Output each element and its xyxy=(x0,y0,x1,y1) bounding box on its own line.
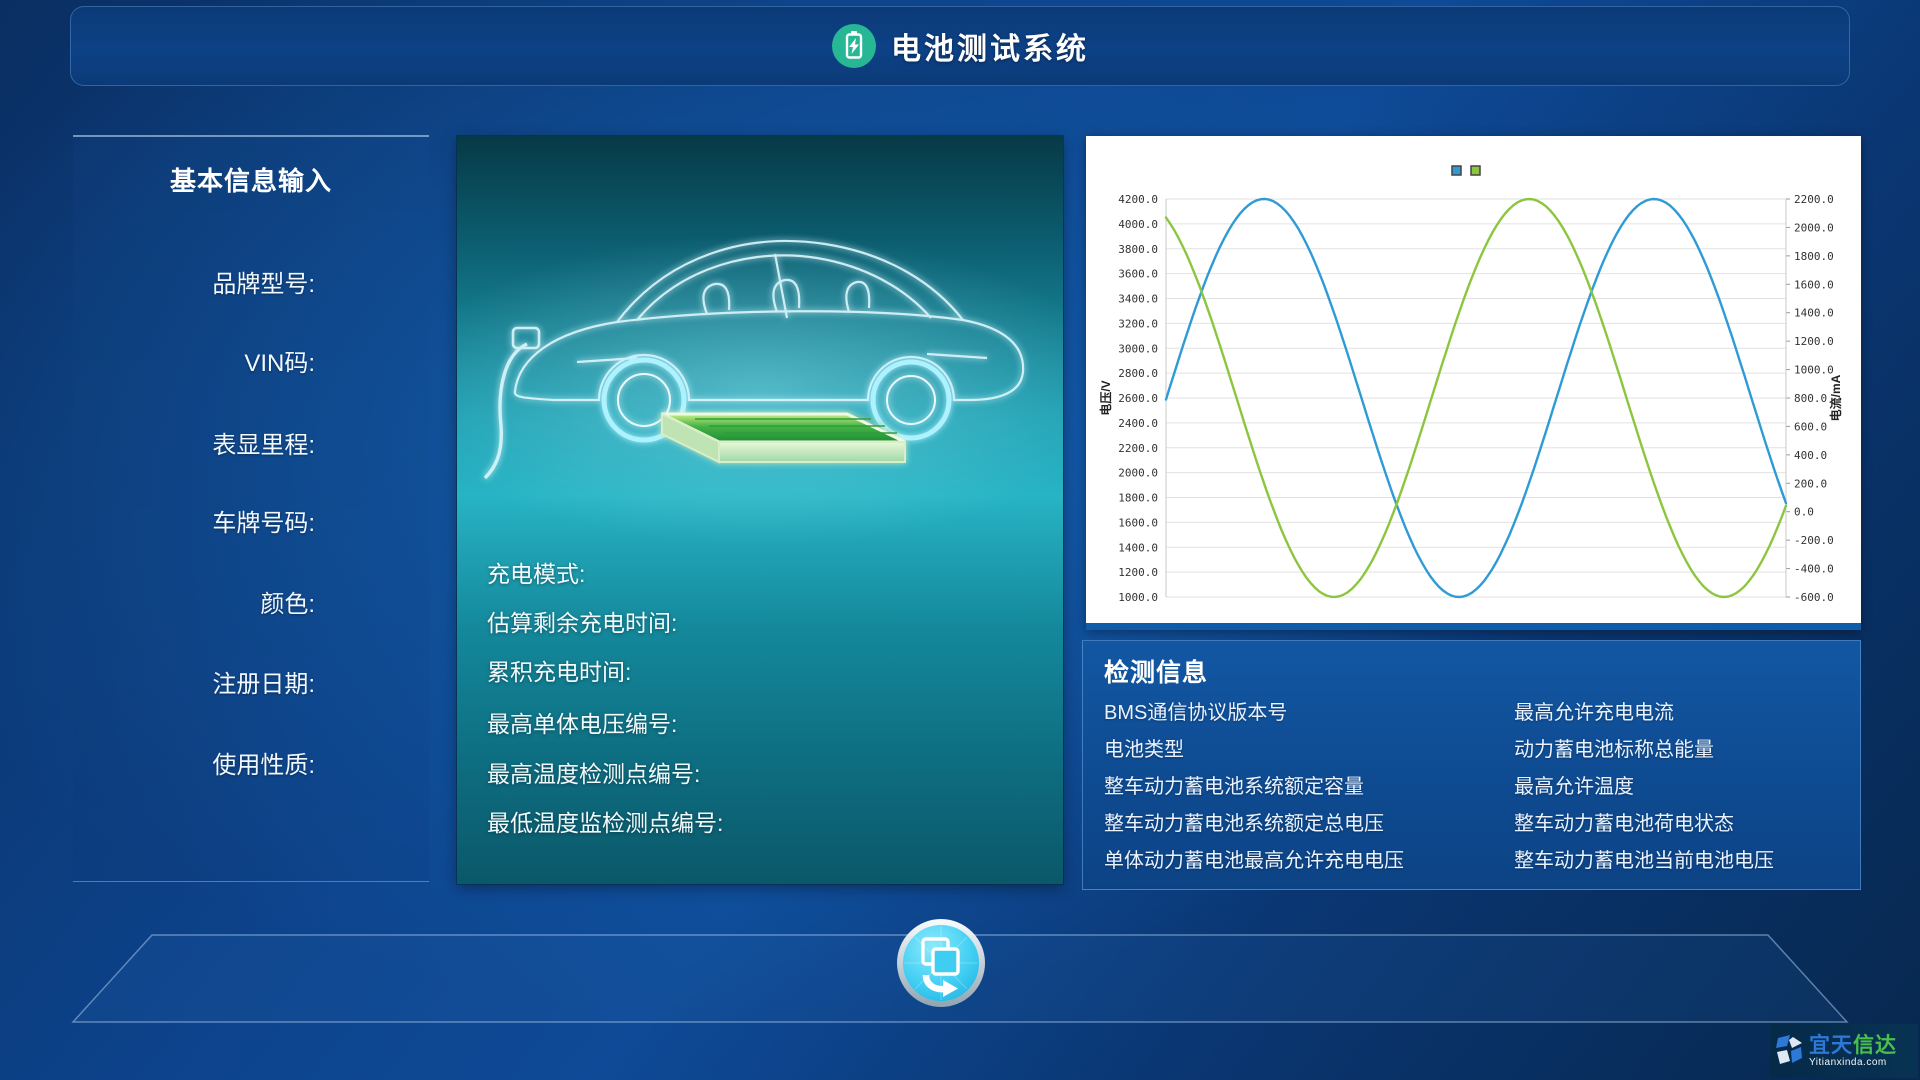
svg-text:600.0: 600.0 xyxy=(1794,420,1827,433)
label-accumulated-time: 累积充电时间: xyxy=(487,659,632,685)
svg-text:3800.0: 3800.0 xyxy=(1118,243,1158,256)
label-max-cell-voltage-id: 最高单体电压编号: xyxy=(487,711,678,737)
svg-text:4200.0: 4200.0 xyxy=(1118,193,1158,206)
battery-charging-icon xyxy=(832,24,876,68)
basic-info-title: 基本信息输入 xyxy=(169,166,332,196)
detection-item: 电池类型 xyxy=(1104,739,1184,761)
svg-text:3400.0: 3400.0 xyxy=(1118,293,1158,306)
detection-item: BMS通信协议版本号 xyxy=(1104,702,1288,724)
svg-text:800.0: 800.0 xyxy=(1794,392,1827,405)
detection-info-panel: 检测信息 BMS通信协议版本号 电池类型 整车动力蓄电池系统额定容量 整车动力蓄… xyxy=(1082,640,1861,890)
svg-text:2400.0: 2400.0 xyxy=(1118,417,1158,430)
detection-item: 单体动力蓄电池最高允许充电电压 xyxy=(1104,850,1404,872)
label-charge-mode: 充电模式: xyxy=(487,561,586,587)
copy-transfer-icon xyxy=(897,919,985,1007)
svg-text:1000.0: 1000.0 xyxy=(1794,364,1834,377)
svg-text:2600.0: 2600.0 xyxy=(1118,392,1158,405)
detection-item: 整车动力蓄电池系统额定总电压 xyxy=(1104,813,1384,835)
svg-text:1000.0: 1000.0 xyxy=(1118,591,1158,604)
svg-text:2800.0: 2800.0 xyxy=(1118,367,1158,380)
legend-marker-voltage[interactable] xyxy=(1451,165,1462,176)
svg-text:3000.0: 3000.0 xyxy=(1118,342,1158,355)
battery-pack-graphic xyxy=(661,412,906,464)
field-label-brand-model: 品牌型号: xyxy=(212,271,315,298)
legend-marker-current[interactable] xyxy=(1470,165,1481,176)
label-max-temp-point-id: 最高温度检测点编号: xyxy=(487,761,701,787)
svg-text:1400.0: 1400.0 xyxy=(1118,541,1158,554)
field-label-vin: VIN码: xyxy=(244,350,315,377)
detection-item: 整车动力蓄电池当前电池电压 xyxy=(1514,850,1774,872)
svg-text:2200.0: 2200.0 xyxy=(1794,193,1834,206)
svg-text:1400.0: 1400.0 xyxy=(1794,307,1834,320)
detection-right-column: 最高允许充电电流 动力蓄电池标称总能量 最高允许温度 整车动力蓄电池荷电状态 整… xyxy=(1514,695,1774,880)
field-label-color: 颜色: xyxy=(260,591,315,618)
svg-text:200.0: 200.0 xyxy=(1794,477,1827,490)
data-transfer-button[interactable] xyxy=(896,918,986,1008)
svg-text:1800.0: 1800.0 xyxy=(1794,250,1834,263)
detection-item: 整车动力蓄电池荷电状态 xyxy=(1514,813,1734,835)
watermark: 宜天信达 Yitianxinda.com xyxy=(1770,1024,1918,1078)
watermark-domain: Yitianxinda.com xyxy=(1809,1056,1887,1068)
field-label-plate-number: 车牌号码: xyxy=(212,510,315,537)
svg-text:1600.0: 1600.0 xyxy=(1118,516,1158,529)
svg-text:1200.0: 1200.0 xyxy=(1118,566,1158,579)
vehicle-image-panel: 充电模式: 估算剩余充电时间: 累积充电时间: 最高单体电压编号: 最高温度检测… xyxy=(457,136,1063,884)
svg-text:-600.0: -600.0 xyxy=(1794,591,1834,604)
line-chart: 1000.0 1200.0 1400.0 1600.0 1800.0 2000.0 2200… xyxy=(1098,165,1843,604)
svg-text:电压/V: 电压/V xyxy=(1098,380,1113,415)
svg-text:1800.0: 1800.0 xyxy=(1118,492,1158,505)
svg-text:0.0: 0.0 xyxy=(1794,506,1814,519)
detection-left-column: BMS通信协议版本号 电池类型 整车动力蓄电池系统额定容量 整车动力蓄电池系统额… xyxy=(1104,695,1404,880)
voltage-current-chart-panel: 1000.0 1200.0 1400.0 1600.0 1800.0 2000.0 2200… xyxy=(1086,136,1861,630)
detection-title: 检测信息 xyxy=(1104,659,1209,687)
svg-text:400.0: 400.0 xyxy=(1794,449,1827,462)
svg-text:3200.0: 3200.0 xyxy=(1118,317,1158,330)
detection-item: 最高允许充电电流 xyxy=(1514,702,1674,724)
page-title: 电池测试系统 xyxy=(891,33,1089,66)
basic-info-panel: 基本信息输入 品牌型号: VIN码: 表显里程: 车牌号码: 颜色: 注册日期:… xyxy=(73,135,429,882)
svg-text:-400.0: -400.0 xyxy=(1794,563,1834,576)
svg-text:3600.0: 3600.0 xyxy=(1118,268,1158,281)
field-label-odometer: 表显里程: xyxy=(212,432,315,459)
svg-text:电流/mA: 电流/mA xyxy=(1828,374,1843,421)
field-label-usage-type: 使用性质: xyxy=(212,752,315,779)
svg-text:-200.0: -200.0 xyxy=(1794,534,1834,547)
cube-logo-icon xyxy=(1776,1035,1802,1064)
svg-text:4000.0: 4000.0 xyxy=(1118,218,1158,231)
watermark-brand: 宜天信达 xyxy=(1809,1033,1897,1057)
detection-item: 整车动力蓄电池系统额定容量 xyxy=(1104,776,1364,798)
label-min-temp-point-id: 最低温度监检测点编号: xyxy=(487,810,724,836)
svg-text:2000.0: 2000.0 xyxy=(1118,467,1158,480)
svg-text:2200.0: 2200.0 xyxy=(1118,442,1158,455)
svg-text:1200.0: 1200.0 xyxy=(1794,335,1834,348)
detection-item: 最高允许温度 xyxy=(1514,776,1634,798)
detection-item: 动力蓄电池标称总能量 xyxy=(1514,739,1714,761)
label-remaining-time: 估算剩余充电时间: xyxy=(487,610,678,636)
svg-text:1600.0: 1600.0 xyxy=(1794,278,1834,291)
svg-text:2000.0: 2000.0 xyxy=(1794,221,1834,234)
ev-car-wireframe-illustration xyxy=(483,239,1025,480)
header-bar: 电池测试系统 xyxy=(70,6,1850,86)
field-label-register-date: 注册日期: xyxy=(212,671,315,698)
